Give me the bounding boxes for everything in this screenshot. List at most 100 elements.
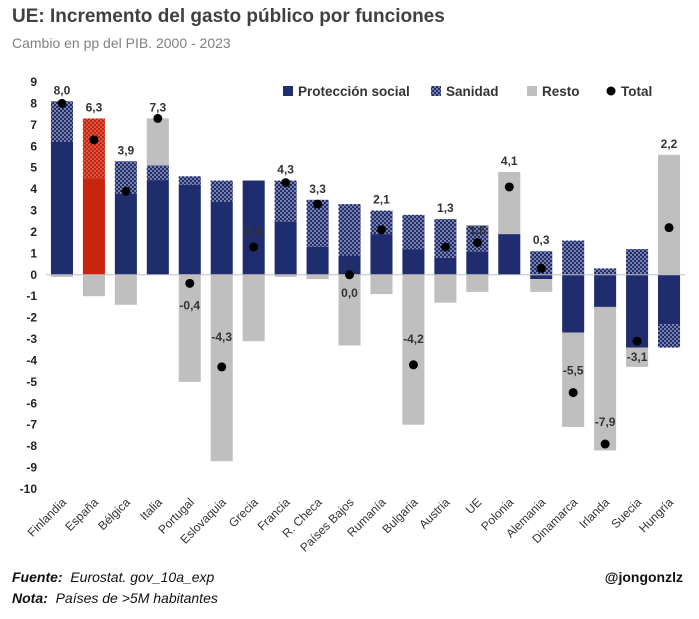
total-data-label: 3,9 [118,143,135,157]
x-tick-label: Irlanda [576,495,612,531]
y-tick-label: -5 [26,375,37,389]
bar-sanidad [370,210,393,235]
legend-label: Protección social [298,84,410,99]
bar-sanidad [178,176,201,185]
x-tick-label: Hungría [636,495,676,535]
bar-proteccion-social [626,274,649,348]
bar-resto [306,274,329,280]
bar-proteccion-social [562,274,585,333]
total-point [217,362,227,372]
total-point [153,113,163,123]
bar-resto [178,274,201,382]
total-data-label: 7,3 [149,100,166,114]
total-data-label: 0,0 [341,286,358,300]
legend-swatch-total [606,86,616,96]
total-data-label: -0,4 [179,298,200,312]
y-tick-label: -7 [26,418,37,432]
bar-resto [466,274,489,292]
total-data-label: 6,3 [86,100,103,114]
bar-resto [82,274,105,297]
note-label: Nota [12,590,44,606]
bar-sanidad [114,161,137,194]
source-text: Eurostat. gov_10a_exp [70,569,215,585]
bar-sanidad [562,240,585,275]
bar-sanidad [338,204,361,256]
bar-proteccion-social [146,180,169,275]
legend-label: Total [621,84,652,99]
y-tick-label: -2 [26,311,37,325]
total-point [185,278,195,288]
total-data-label: 8,0 [54,83,71,97]
bar-resto [658,154,681,275]
total-data-label: -3,1 [627,350,648,364]
bar-proteccion-social [498,234,521,275]
bar-resto [434,274,457,303]
total-point [504,182,514,192]
bar-sanidad [274,180,297,222]
legend-swatch [283,86,293,96]
bar-resto [146,118,169,166]
y-tick-label: 2 [30,225,37,239]
bar-proteccion-social [434,257,457,275]
total-data-label: 3,3 [309,182,326,196]
legend-label: Resto [542,84,580,99]
x-tick-label: Bélgica [95,495,133,533]
bar-proteccion-social [274,221,297,275]
bar-proteccion-social [370,234,393,275]
y-tick-label: 3 [30,204,37,218]
bar-resto [562,332,585,427]
total-point [568,388,578,398]
x-tick-label: Bulgaria [380,495,421,536]
footer-source: Fuente: Eurostat. gov_10a_exp [12,569,215,585]
y-tick-label: 6 [30,139,37,153]
legend-swatch [527,86,537,96]
bar-proteccion-social [82,178,105,275]
total-point [472,238,482,248]
bar-sanidad [210,180,233,202]
bar-sanidad [434,219,457,258]
total-point [121,186,131,196]
x-tick-label: Finlandia [25,495,70,540]
bar-resto [114,274,137,305]
total-point [376,225,386,235]
y-tick-label: 1 [30,246,37,260]
total-point [89,135,99,145]
bar-proteccion-social [530,274,553,280]
bar-resto [402,274,425,425]
total-point [440,242,450,252]
total-data-label: -5,5 [563,364,584,378]
y-tick-label: 8 [30,96,37,110]
total-data-label: 0,3 [533,233,550,247]
bar-resto [370,274,393,295]
legend-swatch [431,86,441,96]
total-point [281,178,291,188]
y-tick-label: -9 [26,461,37,475]
x-tick-label: Italia [137,495,165,523]
total-point [408,360,418,370]
total-point [600,439,610,449]
y-tick-label: -8 [26,439,37,453]
bar-sanidad [306,199,329,247]
bar-proteccion-social [402,249,425,275]
bar-sanidad [530,251,553,275]
total-point [664,223,674,233]
chart-title: UE: Incremento del gasto público por fun… [12,6,445,27]
bar-proteccion-social [658,274,681,325]
y-tick-label: 0 [30,268,37,282]
bar-proteccion-social [114,193,137,275]
total-point [632,336,642,346]
bar-resto [274,274,297,277]
x-tick-label: UE [463,495,485,517]
bar-sanidad [626,249,649,275]
bar-sanidad [50,101,73,142]
y-tick-label: 9 [30,75,37,89]
total-data-label: 1,3 [245,224,262,238]
bar-proteccion-social [338,255,361,275]
total-data-label: -7,9 [595,415,616,429]
total-data-label: 1,5 [469,224,486,238]
bar-sanidad [594,268,617,275]
bar-chart: 9 8 7 6 5 4 3 2 1 0 -1 -2 -3 -4 -5 -6 -7 -8 -9 -10 8,0 6,3 3,9… [20,75,685,555]
bar-sanidad [658,324,681,348]
total-data-label: 2,1 [373,193,390,207]
legend-label: Sanidad [446,84,499,99]
